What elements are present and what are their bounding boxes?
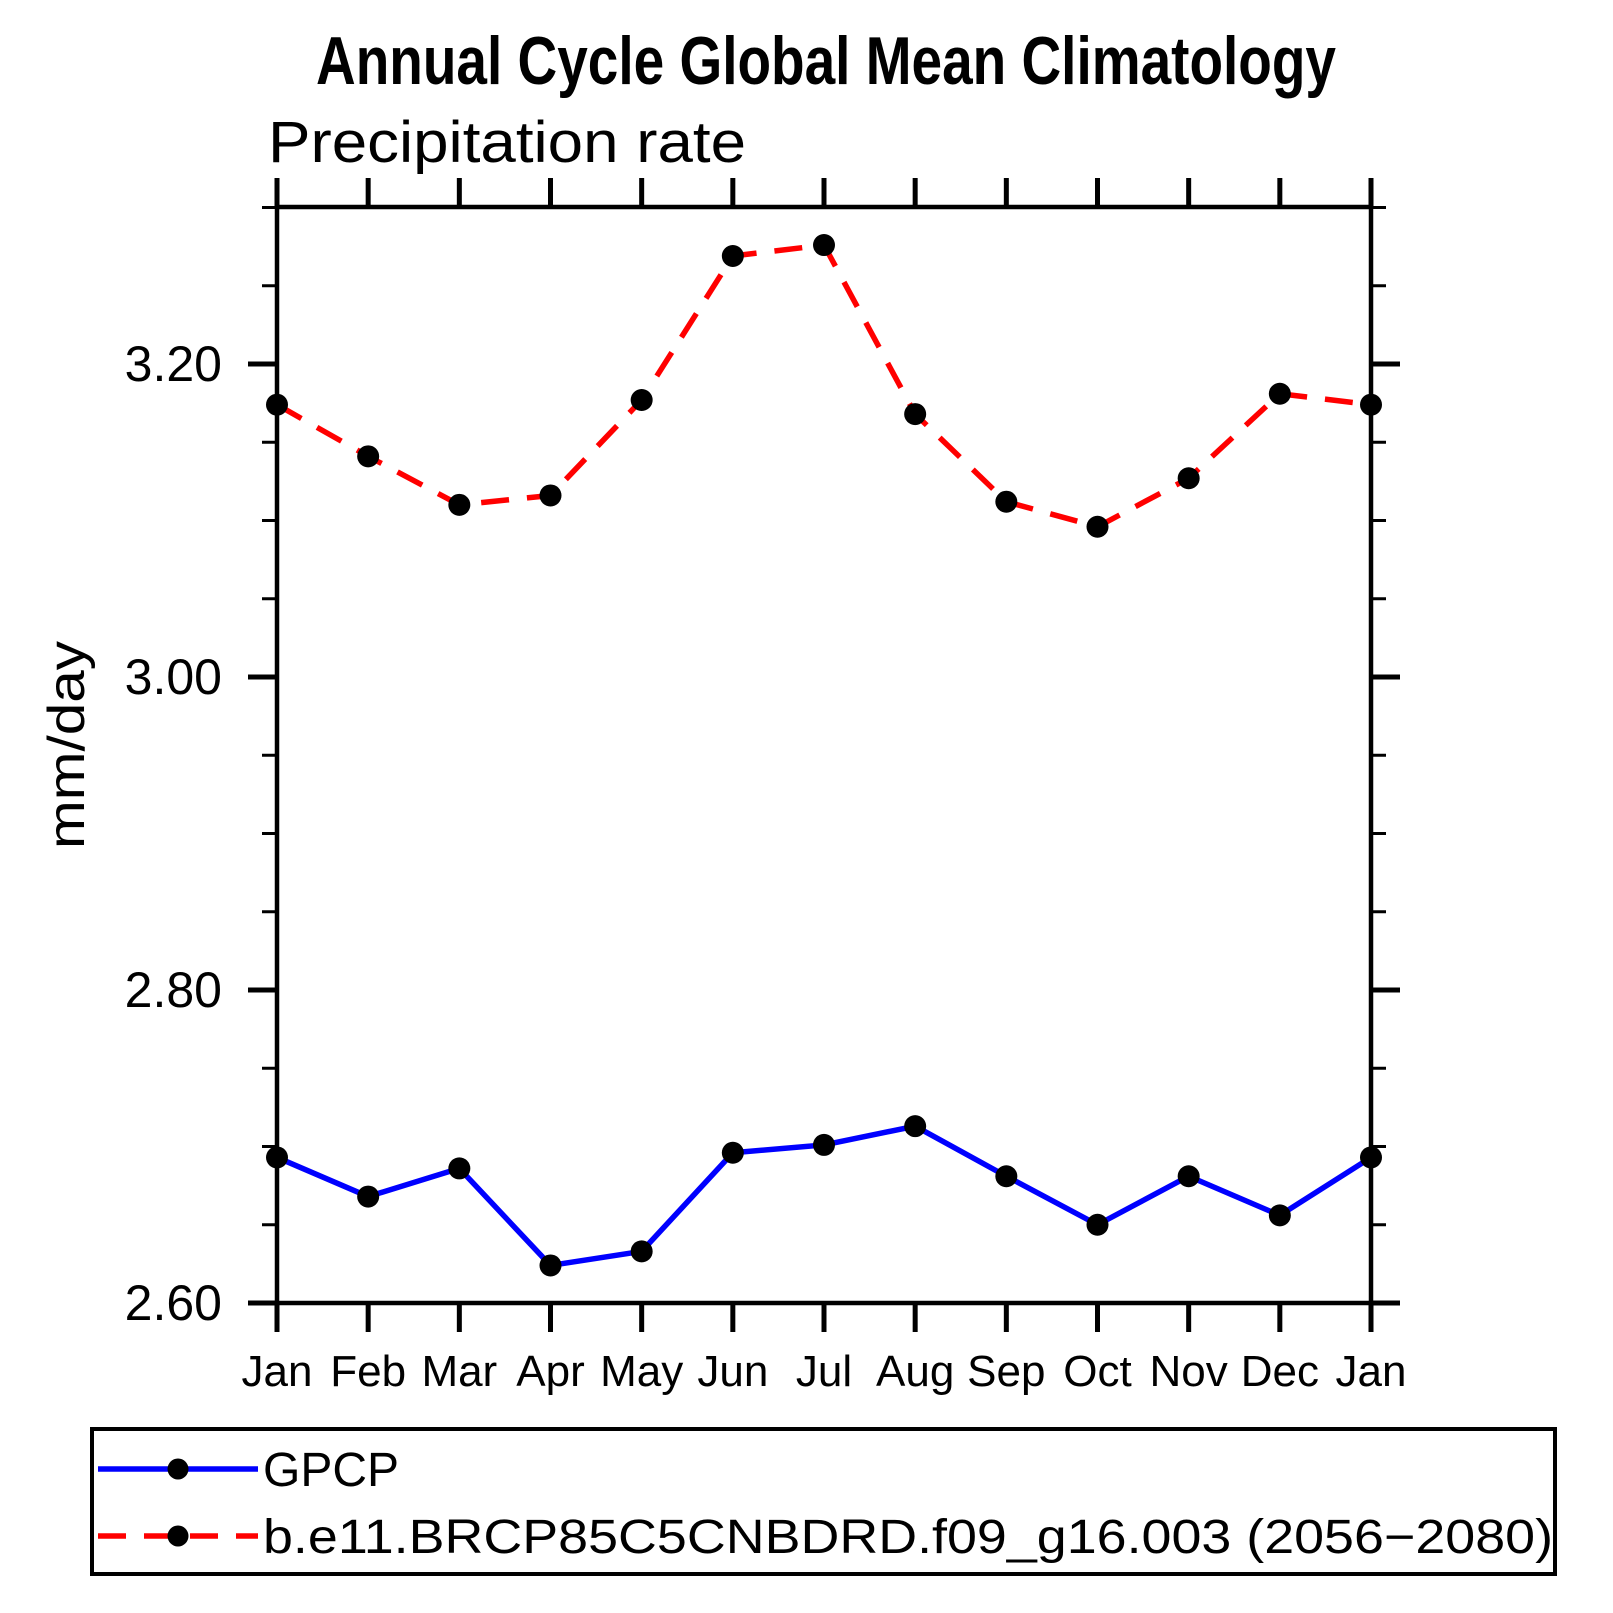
data-point-marker — [539, 484, 562, 507]
month-label: Jun — [697, 1347, 768, 1396]
data-point-marker — [630, 1240, 653, 1263]
data-point-marker — [1268, 382, 1291, 405]
data-point-marker — [813, 234, 835, 257]
month-label: Nov — [1150, 1347, 1228, 1396]
data-point-marker — [1177, 467, 1200, 490]
data-point-marker — [721, 1141, 744, 1164]
month-label: Oct — [1063, 1347, 1131, 1396]
data-point-marker — [1360, 1146, 1382, 1169]
month-label: Jan — [1336, 1347, 1407, 1396]
data-point-marker — [357, 445, 380, 468]
legend-box — [90, 1427, 1557, 1576]
data-point-marker — [266, 393, 288, 416]
legend-sample-marker — [167, 1525, 189, 1547]
data-point-marker — [813, 1133, 835, 1156]
month-label: Jan — [242, 1347, 313, 1396]
month-label: Jul — [796, 1347, 852, 1396]
month-label: Mar — [421, 1347, 497, 1396]
legend-samples — [98, 1458, 258, 1547]
data-point-marker — [995, 1165, 1018, 1188]
y-axis-label: mm/day — [38, 641, 96, 849]
axis-labels: Jan Feb Mar Apr May Jun Jul Aug Sep Oct Nov Dec Jan 2… — [125, 336, 1407, 1396]
y-tick-label: 3.00 — [125, 649, 222, 705]
month-label: Dec — [1241, 1347, 1319, 1396]
data-point-marker — [1268, 1204, 1291, 1227]
y-tick-label: 2.80 — [125, 962, 222, 1018]
data-point-marker — [630, 388, 653, 411]
month-label: Feb — [330, 1347, 406, 1396]
axis-ticks — [248, 178, 1400, 1332]
month-label: Apr — [516, 1347, 584, 1396]
legend-label-model: b.e11.BRCP85C5CNBDRD.f09_g16.003 (2056−2… — [263, 1511, 1553, 1564]
data-point-marker — [995, 490, 1018, 513]
series-line-dashed — [275, 242, 1372, 530]
data-point-marker — [266, 1146, 288, 1169]
legend-label-gpcp: GPCP — [263, 1444, 399, 1497]
data-point-marker — [721, 245, 744, 268]
data-point-marker — [1177, 1165, 1200, 1188]
legend-sample-marker — [167, 1458, 189, 1480]
data-point-marker — [1086, 1213, 1109, 1236]
data-point-marker — [448, 1157, 471, 1180]
y-tick-label: 2.60 — [125, 1275, 222, 1331]
month-label: Sep — [967, 1347, 1045, 1396]
legend: GPCP b.e11.BRCP85C5CNBDRD.f09_g16.003 (2… — [90, 1427, 1557, 1576]
month-label: Aug — [876, 1347, 954, 1396]
data-point-marker — [1360, 393, 1382, 416]
chart-subtitle: Precipitation rate — [268, 110, 746, 175]
data-series — [266, 234, 1382, 1277]
month-label: May — [600, 1347, 683, 1396]
data-point-marker — [904, 403, 927, 426]
data-point-marker — [1086, 515, 1109, 538]
y-tick-label: 3.20 — [125, 336, 222, 392]
chart-title: Annual Cycle Global Mean Climatology — [316, 23, 1336, 99]
data-point-marker — [904, 1115, 927, 1138]
data-point-marker — [539, 1254, 562, 1277]
data-point-marker — [357, 1185, 380, 1208]
data-point-marker — [448, 493, 471, 516]
